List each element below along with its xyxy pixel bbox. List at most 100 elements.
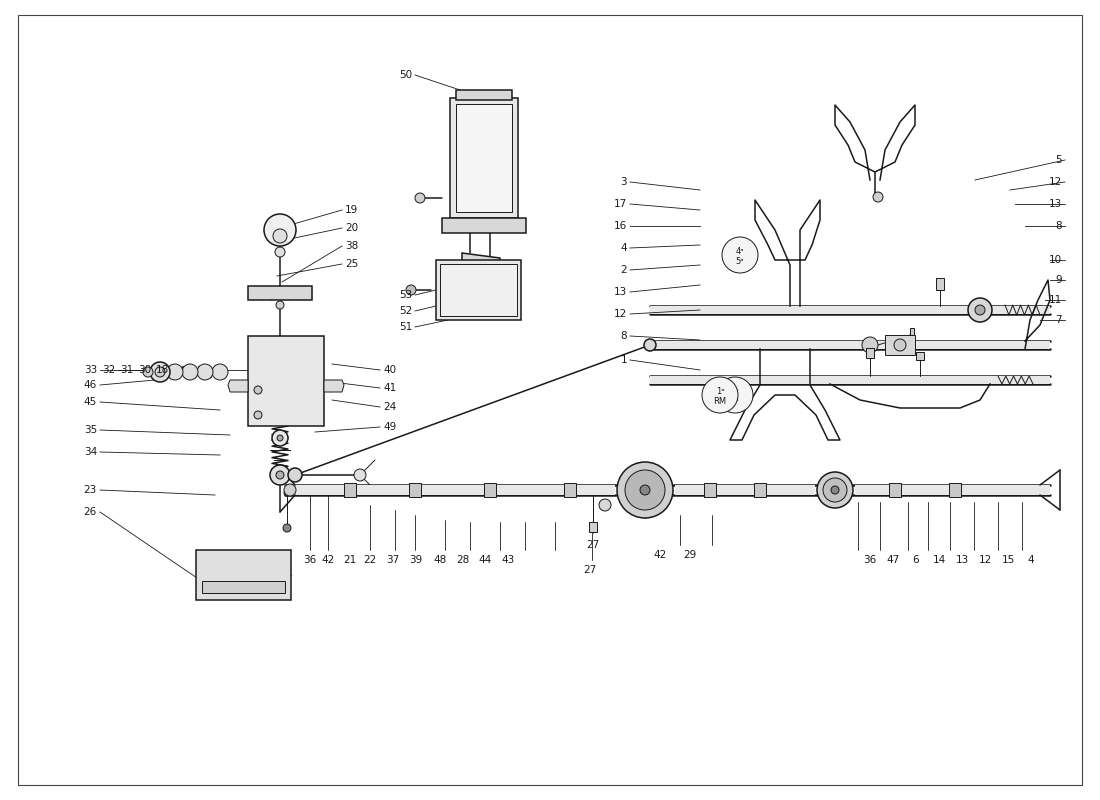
Bar bbox=[196, 550, 292, 600]
Polygon shape bbox=[228, 380, 248, 392]
Circle shape bbox=[284, 484, 296, 496]
Text: 39: 39 bbox=[409, 555, 422, 565]
Text: 15: 15 bbox=[1001, 555, 1014, 565]
Bar bbox=[248, 336, 324, 426]
Circle shape bbox=[254, 411, 262, 419]
Circle shape bbox=[600, 499, 610, 511]
Circle shape bbox=[640, 485, 650, 495]
Text: 46: 46 bbox=[84, 380, 97, 390]
Circle shape bbox=[212, 364, 228, 380]
Text: 17: 17 bbox=[614, 199, 627, 209]
Text: 16: 16 bbox=[614, 221, 627, 231]
Text: 32: 32 bbox=[101, 365, 116, 375]
Circle shape bbox=[275, 247, 285, 257]
Circle shape bbox=[415, 193, 425, 203]
Text: 2ᵃ: 2ᵃ bbox=[730, 387, 739, 397]
Text: 42: 42 bbox=[321, 555, 334, 565]
Text: 22: 22 bbox=[363, 555, 376, 565]
Text: 13: 13 bbox=[1048, 199, 1062, 209]
Bar bbox=[916, 352, 924, 360]
Circle shape bbox=[264, 214, 296, 246]
Bar bbox=[344, 483, 356, 497]
Circle shape bbox=[150, 362, 170, 382]
Bar bbox=[436, 260, 521, 320]
Bar bbox=[949, 483, 961, 497]
Circle shape bbox=[155, 367, 165, 377]
Text: 1ᵃ: 1ᵃ bbox=[716, 387, 724, 397]
Text: 12: 12 bbox=[614, 309, 627, 319]
Text: 5ᵃ: 5ᵃ bbox=[736, 257, 745, 266]
Bar bbox=[450, 98, 518, 218]
Bar bbox=[409, 483, 421, 497]
Text: 23: 23 bbox=[84, 485, 97, 495]
Circle shape bbox=[625, 470, 666, 510]
Circle shape bbox=[276, 471, 284, 479]
Circle shape bbox=[817, 472, 852, 508]
Text: 12: 12 bbox=[1048, 177, 1062, 187]
Polygon shape bbox=[324, 380, 344, 392]
Bar bbox=[704, 483, 716, 497]
Circle shape bbox=[277, 435, 283, 441]
Polygon shape bbox=[442, 218, 526, 233]
Bar bbox=[650, 306, 1050, 314]
Text: 51: 51 bbox=[398, 322, 412, 332]
Circle shape bbox=[406, 285, 416, 295]
Text: 13: 13 bbox=[956, 555, 969, 565]
Circle shape bbox=[830, 486, 839, 494]
Text: 3: 3 bbox=[620, 177, 627, 187]
Bar bbox=[285, 485, 615, 495]
Text: 21: 21 bbox=[343, 555, 356, 565]
Circle shape bbox=[288, 468, 302, 482]
Text: 44: 44 bbox=[478, 555, 492, 565]
Text: 13: 13 bbox=[614, 287, 627, 297]
Text: 11: 11 bbox=[1048, 295, 1062, 305]
Text: 36: 36 bbox=[304, 555, 317, 565]
Circle shape bbox=[975, 305, 984, 315]
Polygon shape bbox=[462, 253, 501, 273]
Bar bbox=[484, 483, 496, 497]
Bar bbox=[588, 522, 597, 532]
Circle shape bbox=[272, 430, 288, 446]
Text: 8: 8 bbox=[620, 331, 627, 341]
Text: 9: 9 bbox=[1055, 275, 1061, 285]
Bar bbox=[889, 483, 901, 497]
Text: 7: 7 bbox=[1055, 315, 1061, 325]
Text: 4: 4 bbox=[620, 243, 627, 253]
Text: 50: 50 bbox=[399, 70, 412, 80]
Circle shape bbox=[717, 377, 754, 413]
Circle shape bbox=[273, 229, 287, 243]
Text: 8: 8 bbox=[1055, 221, 1061, 231]
Circle shape bbox=[354, 469, 366, 481]
Text: 38: 38 bbox=[345, 241, 359, 251]
Circle shape bbox=[722, 237, 758, 273]
Circle shape bbox=[283, 524, 292, 532]
Text: 4ᵃ: 4ᵃ bbox=[736, 247, 745, 257]
Circle shape bbox=[617, 462, 673, 518]
Text: 6: 6 bbox=[913, 555, 920, 565]
Circle shape bbox=[276, 301, 284, 309]
Text: 40: 40 bbox=[383, 365, 396, 375]
Circle shape bbox=[873, 192, 883, 202]
Circle shape bbox=[894, 339, 906, 351]
Text: 14: 14 bbox=[933, 555, 946, 565]
Text: 30: 30 bbox=[138, 365, 151, 375]
Text: 42: 42 bbox=[653, 550, 667, 560]
Circle shape bbox=[270, 465, 290, 485]
Text: 28: 28 bbox=[456, 555, 470, 565]
Text: 47: 47 bbox=[887, 555, 900, 565]
Circle shape bbox=[254, 386, 262, 394]
Text: 49: 49 bbox=[383, 422, 396, 432]
Bar bbox=[202, 581, 285, 593]
Circle shape bbox=[862, 337, 878, 353]
Text: 33: 33 bbox=[84, 365, 97, 375]
Circle shape bbox=[143, 367, 153, 377]
Bar bbox=[910, 328, 914, 340]
Text: 2: 2 bbox=[620, 265, 627, 275]
Text: 37: 37 bbox=[386, 555, 399, 565]
Bar bbox=[866, 348, 874, 358]
Bar bbox=[936, 278, 944, 290]
Text: RM: RM bbox=[714, 397, 727, 406]
Text: 20: 20 bbox=[345, 223, 359, 233]
Circle shape bbox=[644, 339, 656, 351]
Circle shape bbox=[823, 478, 847, 502]
